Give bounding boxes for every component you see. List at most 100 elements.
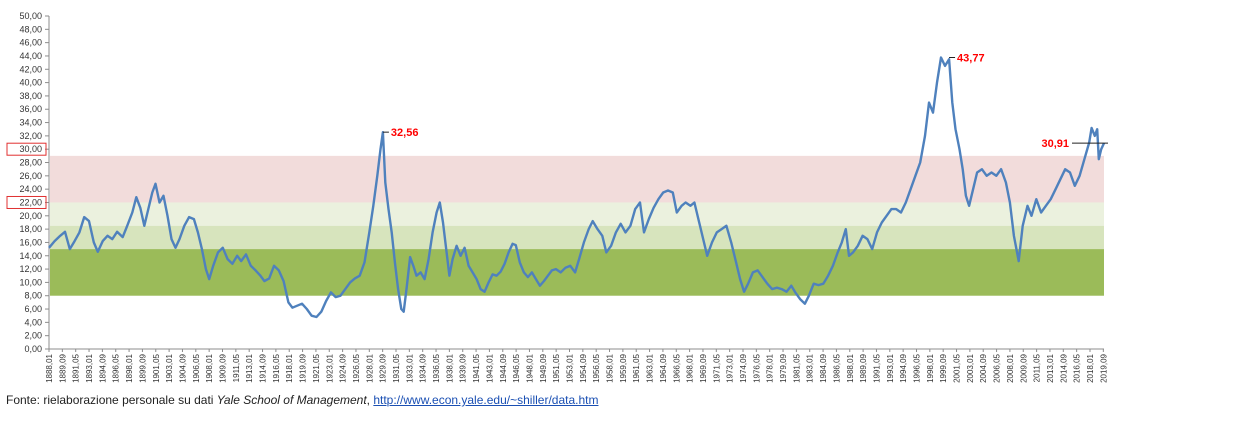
x-tick-label: 1968,01 — [686, 353, 695, 382]
x-tick-label: 1961,05 — [632, 353, 641, 382]
x-tick-label: 1888,01 — [45, 353, 54, 382]
y-tick-label: 4,00 — [24, 317, 42, 327]
x-tick-label: 1974,09 — [739, 353, 748, 382]
source-separator: , — [366, 393, 374, 407]
x-tick-label: 1911,05 — [232, 353, 241, 382]
annotation-label: 43,77 — [957, 52, 985, 64]
x-tick-label: 1899,09 — [138, 353, 147, 382]
x-tick-label: 1889,09 — [58, 353, 67, 382]
y-tick-label: 12,00 — [19, 264, 42, 274]
x-tick-label: 1904,09 — [178, 353, 187, 382]
source-link[interactable]: http://www.econ.yale.edu/~shiller/data.h… — [373, 393, 599, 407]
x-tick-label: 1948,01 — [525, 353, 534, 382]
x-tick-label: 1993,01 — [886, 353, 895, 382]
x-tick-label: 1926,05 — [352, 353, 361, 382]
x-tick-label: 1939,09 — [459, 353, 468, 382]
x-tick-label: 2011,05 — [1033, 353, 1042, 382]
x-tick-label: 1891,05 — [72, 353, 81, 382]
annotation-1: 43,77 — [949, 52, 985, 64]
series-layer — [48, 56, 1106, 319]
x-tick-label: 1981,05 — [792, 353, 801, 382]
x-tick-label: 1924,09 — [339, 353, 348, 382]
x-tick-label: 1908,01 — [205, 353, 214, 382]
y-tick-label: 38,00 — [19, 91, 42, 101]
y-tick-highlight-box — [6, 195, 47, 209]
band-1 — [50, 202, 1104, 226]
x-tick-label: 1896,05 — [112, 353, 121, 382]
band-0 — [50, 155, 1104, 203]
x-tick-label: 1958,01 — [606, 353, 615, 382]
x-tick-label: 1913,01 — [245, 353, 254, 382]
x-tick-label: 1936,05 — [432, 353, 441, 382]
x-tick-label: 1963,01 — [646, 353, 655, 382]
x-tick-label: 1991,05 — [872, 353, 881, 382]
y-tick-label: 10,00 — [19, 277, 42, 287]
x-tick-label: 1946,05 — [512, 353, 521, 382]
y-tick-label: 32,00 — [19, 131, 42, 141]
annotation-2: 30,91 — [1041, 138, 1108, 150]
source-note: Fonte: rielaborazione personale su dati … — [6, 393, 598, 407]
annotation-label: 30,91 — [1041, 138, 1069, 150]
y-tick-label: 42,00 — [19, 64, 42, 74]
x-tick-label: 1949,09 — [539, 353, 548, 382]
y-tick-label: 46,00 — [19, 38, 42, 48]
x-tick-label: 2014,09 — [1059, 353, 1068, 382]
x-tick-label: 2003,01 — [966, 353, 975, 382]
source-prefix: Fonte: rielaborazione personale su dati — [6, 393, 217, 407]
x-tick-label: 1994,09 — [899, 353, 908, 382]
x-tick-label: 1956,05 — [592, 353, 601, 382]
y-tick-label: 48,00 — [19, 24, 42, 34]
x-tick-label: 1906,05 — [192, 353, 201, 382]
x-tick-label: 1988,01 — [846, 353, 855, 382]
x-tick-label: 1944,09 — [499, 353, 508, 382]
x-tick-label: 1929,09 — [379, 353, 388, 382]
annotations-layer: 32,56 43,77 30,91 — [382, 52, 1108, 150]
x-tick-label: 2009,09 — [1019, 353, 1028, 382]
x-tick-label: 1953,01 — [565, 353, 574, 382]
x-tick-label: 1928,01 — [365, 353, 374, 382]
y-tick-label: 6,00 — [24, 304, 42, 314]
y-tick-label: 22,00 — [19, 197, 42, 207]
x-tick-label: 1989,09 — [859, 353, 868, 382]
x-tick-label: 2006,05 — [993, 353, 1002, 382]
x-tick-label: 2001,05 — [953, 353, 962, 382]
y-tick-label: 24,00 — [19, 184, 42, 194]
y-tick-label: 40,00 — [19, 78, 42, 88]
x-tick-label: 1999,09 — [939, 353, 948, 382]
source-institution: Yale School of Management — [216, 393, 367, 407]
x-tick-label: 1941,05 — [472, 353, 481, 382]
x-tick-label: 1976,05 — [752, 353, 761, 382]
x-tick-label: 1973,01 — [726, 353, 735, 382]
y-tick-highlight-box — [6, 142, 47, 156]
x-tick-label: 1903,01 — [165, 353, 174, 382]
y-tick-label: 0,00 — [24, 344, 42, 354]
y-tick-label: 26,00 — [19, 171, 42, 181]
x-tick-label: 1914,09 — [259, 353, 268, 382]
annotation-0: 32,56 — [382, 127, 419, 139]
x-tick-label: 1918,01 — [285, 353, 294, 382]
x-tick-label: 1954,09 — [579, 353, 588, 382]
x-tick-label: 1969,09 — [699, 353, 708, 382]
x-tick-label: 1996,05 — [912, 353, 921, 382]
x-tick-label: 1938,01 — [445, 353, 454, 382]
y-tick-label: 18,00 — [19, 224, 42, 234]
x-tick-label: 1921,05 — [312, 353, 321, 382]
x-tick-label: 1894,09 — [98, 353, 107, 382]
x-tick-label: 1971,05 — [712, 353, 721, 382]
x-tick-label: 1943,01 — [485, 353, 494, 382]
y-tick-label: 16,00 — [19, 237, 42, 247]
cape-ratio-chart: 0,00 2,00 4,00 6,00 8,00 10,00 12,00 14,00 16,00… — [6, 11, 1108, 383]
annotation-label: 32,56 — [391, 127, 419, 139]
y-tick-label: 34,00 — [19, 118, 42, 128]
x-tick-label: 1893,01 — [85, 353, 94, 382]
x-tick-label: 1964,09 — [659, 353, 668, 382]
y-tick-label: 28,00 — [19, 158, 42, 168]
x-tick-label: 2019,09 — [1099, 353, 1108, 382]
y-axis-ticks: 0,00 2,00 4,00 6,00 8,00 10,00 12,00 14,00 16,00… — [6, 11, 49, 354]
x-tick-label: 1933,01 — [405, 353, 414, 382]
y-tick-label: 20,00 — [19, 211, 42, 221]
y-tick-label: 44,00 — [19, 51, 42, 61]
x-tick-label: 1901,05 — [152, 353, 161, 382]
x-tick-label: 2016,05 — [1073, 353, 1082, 382]
x-tick-label: 2018,01 — [1086, 353, 1095, 382]
